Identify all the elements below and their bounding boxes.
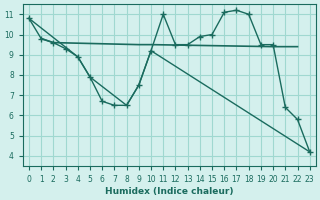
X-axis label: Humidex (Indice chaleur): Humidex (Indice chaleur) <box>105 187 234 196</box>
